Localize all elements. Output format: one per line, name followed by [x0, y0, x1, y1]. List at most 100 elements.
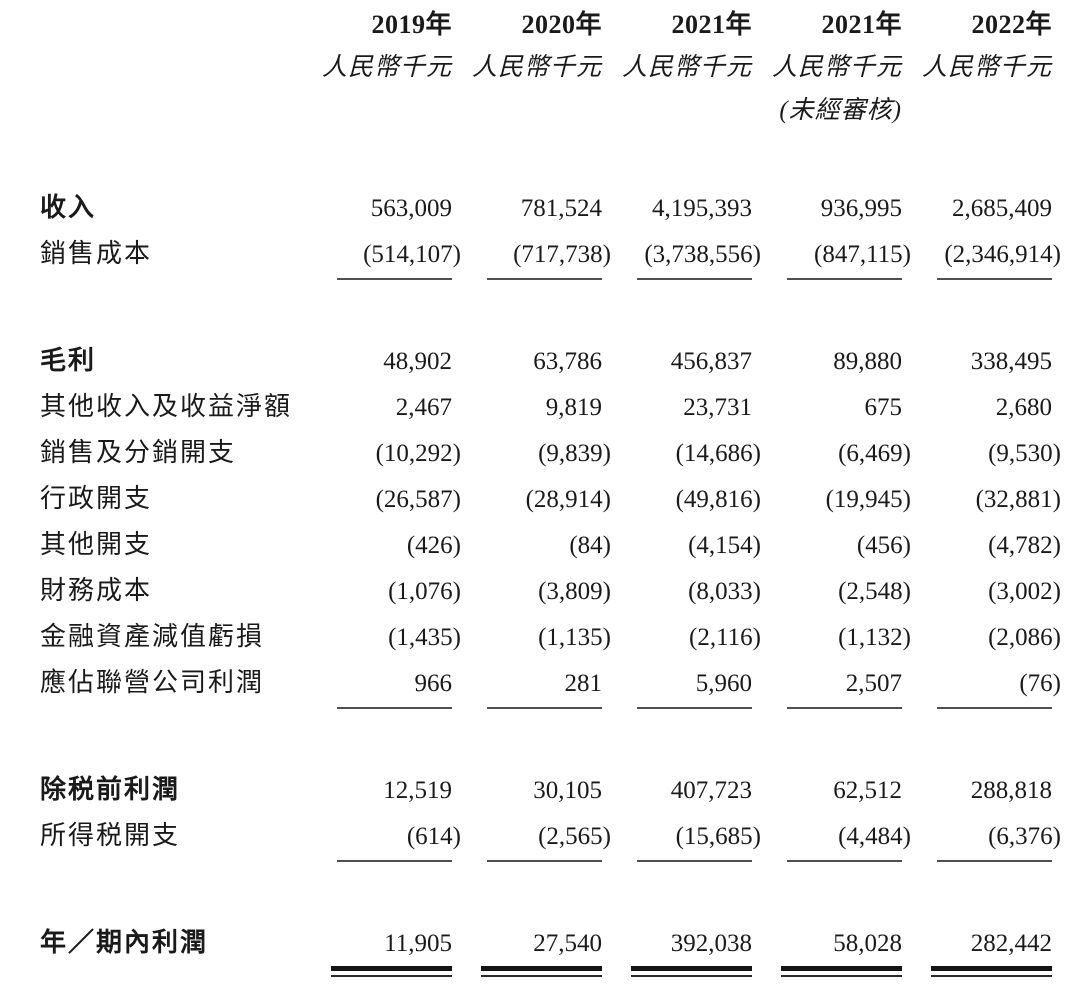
cell-value: (426)	[406, 532, 461, 559]
cell-value: 4,195,393	[652, 195, 752, 222]
cell-value: (4,154)	[688, 532, 761, 559]
cell-value: 781,524	[520, 195, 602, 222]
cell-value: 2,685,409	[952, 195, 1052, 222]
row-label: 其他收入及收益淨額	[40, 392, 293, 421]
table-row-income-tax: 所得税開支 (614) (2,565) (15,685) (4,484) (6,…	[40, 814, 1061, 871]
cell-value: (76)	[902, 670, 1061, 709]
cell-value: 62,512	[833, 777, 902, 804]
unit-header-row: 人民幣千元 人民幣千元 人民幣千元 人民幣千元 人民幣千元	[40, 53, 1052, 83]
table-row-other-income: 其他收入及收益淨額 2,467 9,819 23,731 675 2,680	[40, 385, 1052, 431]
row-label: 行政開支	[40, 484, 153, 513]
cell-value: (614)	[302, 823, 461, 862]
cell-value: (2,086)	[988, 624, 1061, 651]
section-spacer	[40, 289, 1052, 339]
cell-value: 563,009	[370, 195, 452, 222]
row-label: 收入	[40, 193, 97, 222]
table-header: 2019年 2020年 2021年 2021年 2022年 人民幣千元 人民幣千…	[40, 10, 1052, 126]
row-label: 銷售及分銷開支	[40, 438, 237, 467]
cell-value: (717,738)	[452, 241, 611, 280]
cell-value: (8,033)	[688, 578, 761, 605]
row-label: 年／期內利潤	[40, 928, 209, 957]
cell-value: (26,587)	[375, 486, 461, 513]
row-label: 銷售成本	[40, 239, 153, 268]
currency-unit-header: 人民幣千元	[921, 54, 1052, 81]
cell-value: 89,880	[833, 348, 902, 375]
cell-value: (1,132)	[838, 624, 911, 651]
cell-value: (1,435)	[388, 624, 461, 651]
cell-value: 5,960	[602, 670, 752, 709]
row-label: 金融資產減值虧損	[40, 622, 265, 651]
cell-value: 456,837	[670, 348, 752, 375]
section-spacer	[40, 871, 1052, 921]
row-label: 財務成本	[40, 576, 153, 605]
cell-value: 30,105	[533, 777, 602, 804]
table-row-finance-costs: 財務成本 (1,076) (3,809) (8,033) (2,548) (3,…	[40, 569, 1061, 615]
cell-value: (10,292)	[375, 440, 461, 467]
table-row-impairment-losses: 金融資產減值虧損 (1,435) (1,135) (2,116) (1,132)…	[40, 615, 1061, 661]
year-header: 2022年	[971, 10, 1052, 39]
row-label: 其他開支	[40, 530, 153, 559]
cell-value: (4,782)	[988, 532, 1061, 559]
currency-unit-header: 人民幣千元	[621, 54, 752, 81]
cell-value: 282,442	[902, 930, 1052, 977]
table-row-gross-profit: 毛利 48,902 63,786 456,837 89,880 338,495	[40, 339, 1052, 385]
table-row-selling-expenses: 銷售及分銷開支 (10,292) (9,839) (14,686) (6,469…	[40, 431, 1061, 477]
row-label: 除税前利潤	[40, 775, 181, 804]
cell-value: 936,995	[820, 195, 902, 222]
cell-value: (28,914)	[525, 486, 611, 513]
cell-value: 11,905	[302, 930, 452, 977]
cell-value: 407,723	[670, 777, 752, 804]
row-label: 毛利	[40, 346, 97, 375]
cell-value: (3,809)	[538, 578, 611, 605]
table-row-other-expenses: 其他開支 (426) (84) (4,154) (456) (4,782)	[40, 523, 1061, 569]
cell-value: (3,738,556)	[602, 241, 761, 280]
cell-value: (3,002)	[988, 578, 1061, 605]
cell-value: 48,902	[383, 348, 452, 375]
cell-value: (15,685)	[602, 823, 761, 862]
currency-unit-header: 人民幣千元	[771, 54, 902, 81]
audit-note-unaudited: (未經審核)	[779, 97, 902, 124]
cell-value: (84)	[569, 532, 611, 559]
cell-value: (4,484)	[752, 823, 911, 862]
year-header: 2019年	[371, 10, 452, 39]
cell-value: 58,028	[752, 930, 902, 977]
cell-value: 966	[302, 670, 453, 709]
cell-value: (14,686)	[675, 440, 761, 467]
year-header: 2021年	[821, 10, 902, 39]
currency-unit-header: 人民幣千元	[471, 54, 602, 81]
cell-value: 12,519	[383, 777, 452, 804]
cell-value: (9,839)	[538, 440, 611, 467]
section-spacer	[40, 126, 1052, 186]
year-header-row: 2019年 2020年 2021年 2021年 2022年	[40, 10, 1052, 40]
cell-value: (2,548)	[838, 578, 911, 605]
cell-value: (6,376)	[902, 823, 1061, 862]
row-label: 所得税開支	[40, 821, 181, 850]
cell-value: 338,495	[970, 348, 1052, 375]
cell-value: 2,507	[752, 670, 902, 709]
cell-value: 27,540	[452, 930, 602, 977]
cell-value: (2,116)	[689, 624, 761, 651]
cell-value: (1,076)	[388, 578, 461, 605]
cell-value: 2,467	[395, 394, 452, 421]
note-header-row: (未經審核)	[40, 96, 1052, 126]
cell-value: 281	[452, 670, 603, 709]
cell-value: (2,565)	[452, 823, 611, 862]
year-header: 2020年	[521, 10, 602, 39]
cell-value: (1,135)	[538, 624, 611, 651]
cell-value: (49,816)	[675, 486, 761, 513]
cell-value: (847,115)	[752, 241, 911, 280]
cell-value: (19,945)	[825, 486, 911, 513]
table-row-revenue: 收入 563,009 781,524 4,195,393 936,995 2,6…	[40, 186, 1052, 232]
cell-value: 2,680	[995, 394, 1052, 421]
cell-value: 23,731	[683, 394, 752, 421]
currency-unit-header: 人民幣千元	[321, 54, 452, 81]
cell-value: (32,881)	[975, 486, 1061, 513]
year-header: 2021年	[671, 10, 752, 39]
cell-value: 63,786	[533, 348, 602, 375]
cell-value: (9,530)	[988, 440, 1061, 467]
cell-value: 392,038	[602, 930, 752, 977]
cell-value: 675	[864, 394, 903, 421]
row-label: 應佔聯營公司利潤	[40, 668, 265, 697]
cell-value: 9,819	[545, 394, 602, 421]
